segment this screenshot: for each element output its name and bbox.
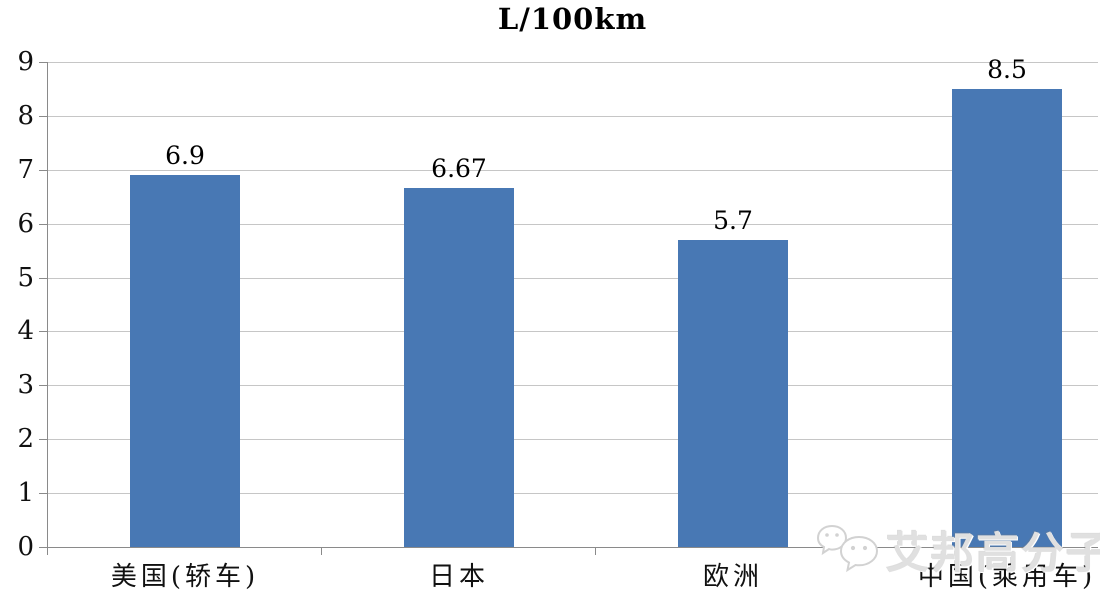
y-axis-line (47, 62, 48, 555)
bar-value-label: 6.67 (431, 153, 487, 183)
x-axis-tick (869, 547, 870, 555)
y-tick-label: 0 (17, 532, 34, 562)
gridline (47, 115, 1098, 117)
gridline (47, 331, 1098, 333)
bar-value-label: 6.9 (165, 141, 205, 171)
y-tick-label: 8 (17, 100, 34, 131)
gridline (47, 385, 1098, 387)
gridline (47, 493, 1098, 495)
x-axis-tick (595, 547, 596, 555)
gridline (47, 223, 1098, 225)
gridline (47, 169, 1098, 171)
bar (678, 239, 788, 547)
y-tick-label: 4 (17, 316, 34, 347)
y-axis-tick (39, 115, 47, 117)
y-axis-tick (39, 439, 47, 441)
y-axis-tick (39, 385, 47, 387)
x-category-label: 美国(轿车) (110, 562, 260, 592)
x-category-label: 中国(乘用车) (917, 562, 1097, 592)
wechat-icon (816, 517, 882, 583)
bar-value-label: 8.5 (987, 54, 1027, 84)
gridline (47, 439, 1098, 441)
x-axis-tick (321, 547, 322, 555)
gridline (47, 62, 1098, 63)
y-tick-label: 3 (17, 370, 34, 401)
chart-title: L/100km (497, 2, 648, 36)
y-axis-tick (39, 331, 47, 333)
y-axis-tick (39, 169, 47, 171)
x-category-label: 欧洲 (702, 562, 764, 592)
x-category-label: 日本 (428, 562, 490, 592)
y-tick-label: 6 (17, 208, 34, 239)
y-tick-label: 2 (17, 424, 34, 455)
y-tick-label: 9 (17, 47, 34, 77)
y-axis-tick (39, 62, 47, 63)
bar (130, 175, 240, 547)
x-axis-line (39, 547, 1098, 548)
gridline (47, 277, 1098, 279)
y-tick-label: 7 (17, 154, 34, 185)
y-tick-label: 1 (17, 478, 34, 509)
bar (404, 187, 514, 547)
y-axis-tick (39, 223, 47, 225)
y-tick-label: 5 (17, 262, 34, 293)
bar-value-label: 5.7 (713, 205, 753, 235)
y-axis-tick (39, 277, 47, 279)
bar (952, 88, 1062, 547)
y-axis-tick (39, 493, 47, 495)
